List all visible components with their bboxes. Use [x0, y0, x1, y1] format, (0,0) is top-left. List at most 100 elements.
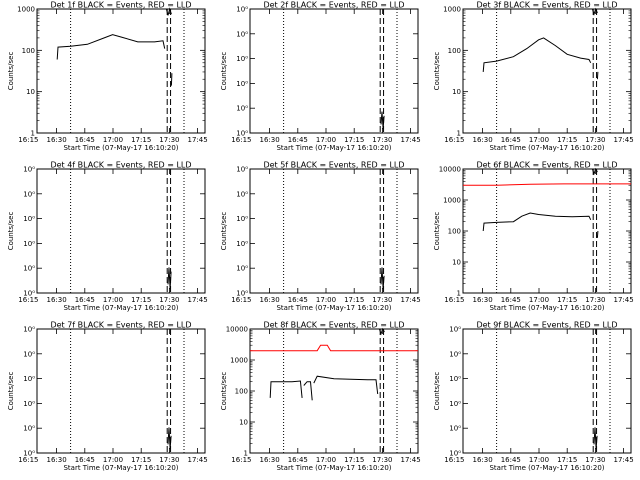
x-tick-label: 16:15 — [231, 296, 251, 304]
x-tick-label: 17:15 — [131, 136, 151, 144]
y-tick-label: 10⁰ — [236, 240, 248, 248]
x-tick-label: 17:00 — [316, 456, 336, 464]
x-tick-label: 17:15 — [344, 136, 364, 144]
events-series-line — [269, 380, 303, 398]
x-tick-label: 16:30 — [473, 456, 493, 464]
x-tick-label: 16:15 — [231, 456, 251, 464]
x-tick-label: 17:45 — [401, 136, 421, 144]
plot-frame — [36, 328, 206, 454]
lld-series-line — [250, 344, 418, 352]
events-series-line — [378, 327, 385, 336]
x-tick-label: 17:30 — [372, 296, 392, 304]
x-tick-label: 17:30 — [159, 136, 179, 144]
x-tick-label: 17:30 — [372, 136, 392, 144]
events-series-line — [167, 267, 172, 289]
y-tick-label: 10⁰ — [23, 350, 35, 358]
plot-frame — [462, 168, 632, 294]
x-tick-label: 16:15 — [444, 136, 464, 144]
events-series-line — [167, 427, 172, 449]
y-tick-label: 1 — [457, 130, 461, 138]
y-tick-label: 10⁰ — [236, 290, 248, 298]
events-series-line — [591, 167, 598, 176]
panel-title: Det 9f BLACK = Events, RED = LLD — [476, 321, 617, 330]
x-tick-label: 17:15 — [131, 296, 151, 304]
x-tick-label: 16:30 — [47, 456, 67, 464]
x-tick-label: 16:15 — [231, 136, 251, 144]
y-tick-label: 10⁰ — [23, 425, 35, 433]
events-series-line — [596, 230, 599, 238]
events-series-line — [380, 267, 385, 289]
y-tick-label: 10⁰ — [23, 190, 35, 198]
y-tick-label: 10⁰ — [236, 6, 248, 14]
y-axis-label: Counts/sec — [220, 372, 228, 411]
x-axis-label: Start Time (07-May-17 16:10:20) — [489, 144, 604, 152]
x-axis-label: Start Time (07-May-17 16:10:20) — [489, 304, 604, 312]
y-tick-label: 1 — [457, 290, 461, 298]
y-tick-label: 10⁰ — [236, 215, 248, 223]
events-series-line — [591, 7, 598, 16]
x-tick-label: 17:15 — [344, 296, 364, 304]
events-series-line — [303, 381, 313, 401]
y-tick-label: 10⁰ — [236, 80, 248, 88]
y-tick-label: 100 — [448, 228, 461, 236]
panel-2: Det 2f BLACK = Events, RED = LLD 10⁰ 10⁰ 10… — [220, 1, 421, 153]
events-series-line — [170, 73, 173, 86]
x-tick-label: 16:15 — [444, 296, 464, 304]
x-axis-label: Start Time (07-May-17 16:10:20) — [276, 464, 391, 472]
y-tick-label: 10⁰ — [449, 350, 461, 358]
y-tick-label: 10⁰ — [236, 130, 248, 138]
y-axis-label: Counts/sec — [433, 372, 441, 411]
panel-3: Det 3f BLACK = Events, RED = LLD 1 10 100 10… — [433, 1, 634, 153]
x-tick-label: 17:15 — [557, 136, 577, 144]
x-tick-label: 16:45 — [288, 136, 308, 144]
x-axis-label: Start Time (07-May-17 16:10:20) — [63, 144, 178, 152]
plot-frame — [249, 168, 419, 294]
x-tick-label: 16:15 — [444, 456, 464, 464]
y-tick-label: 1 — [244, 450, 248, 458]
x-tick-label: 16:30 — [47, 296, 67, 304]
y-tick-label: 10⁰ — [236, 105, 248, 113]
y-axis-label: Counts/sec — [7, 212, 15, 251]
y-axis-label: Counts/sec — [220, 212, 228, 251]
panel-title: Det 4f BLACK = Events, RED = LLD — [50, 161, 191, 170]
y-tick-label: 1000 — [443, 197, 461, 205]
plot-frame — [36, 168, 206, 294]
y-tick-label: 10⁰ — [449, 450, 461, 458]
panel-1: Det 1f BLACK = Events, RED = LLD 1 10 100 10… — [7, 1, 208, 153]
x-tick-label: 17:30 — [585, 296, 605, 304]
x-tick-label: 17:00 — [316, 296, 336, 304]
x-tick-label: 17:45 — [614, 296, 634, 304]
y-tick-label: 10⁰ — [23, 265, 35, 273]
x-tick-label: 16:15 — [18, 296, 38, 304]
x-tick-label: 16:45 — [288, 296, 308, 304]
x-tick-label: 16:30 — [260, 136, 280, 144]
y-tick-label: 10⁰ — [23, 400, 35, 408]
x-tick-label: 17:00 — [103, 136, 123, 144]
events-series-line — [313, 375, 379, 395]
panel-title: Det 3f BLACK = Events, RED = LLD — [476, 1, 617, 10]
x-tick-label: 16:30 — [473, 296, 493, 304]
plot-frame — [36, 8, 206, 134]
x-tick-label: 17:00 — [529, 456, 549, 464]
x-tick-label: 17:30 — [585, 456, 605, 464]
panel-4: Det 4f BLACK = Events, RED = LLD 10⁰ 10⁰ 10… — [7, 161, 208, 313]
x-tick-label: 17:45 — [188, 456, 208, 464]
x-tick-label: 17:45 — [401, 456, 421, 464]
panel-title: Det 8f BLACK = Events, RED = LLD — [263, 321, 404, 330]
panel-title: Det 7f BLACK = Events, RED = LLD — [50, 321, 191, 330]
y-tick-label: 10⁰ — [23, 290, 35, 298]
x-tick-label: 17:45 — [614, 136, 634, 144]
y-tick-label: 10⁰ — [23, 326, 35, 334]
x-tick-label: 17:45 — [188, 296, 208, 304]
x-axis-label: Start Time (07-May-17 16:10:20) — [489, 464, 604, 472]
events-series-line — [482, 37, 592, 72]
y-tick-label: 10000 — [226, 326, 248, 334]
y-tick-label: 100 — [22, 47, 35, 55]
x-tick-label: 17:15 — [131, 456, 151, 464]
y-axis-label: Counts/sec — [433, 52, 441, 91]
x-axis-label: Start Time (07-May-17 16:10:20) — [276, 144, 391, 152]
x-axis-label: Start Time (07-May-17 16:10:20) — [63, 304, 178, 312]
x-tick-label: 17:30 — [159, 456, 179, 464]
panel-title: Det 1f BLACK = Events, RED = LLD — [50, 1, 191, 10]
x-tick-label: 17:00 — [103, 296, 123, 304]
